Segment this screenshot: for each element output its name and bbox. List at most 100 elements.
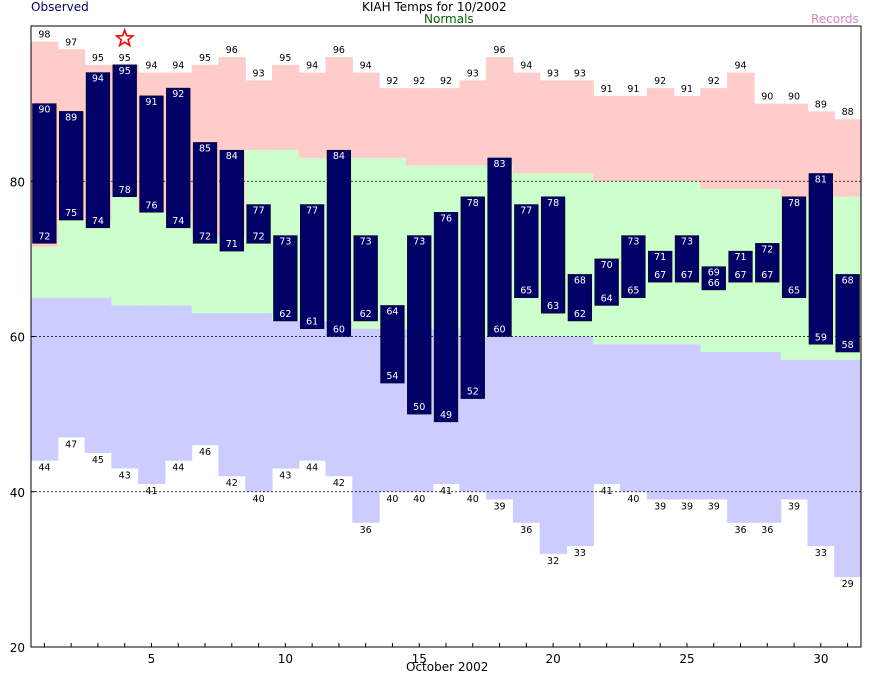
legend-observed: Observed	[31, 0, 89, 14]
record-high-label: 89	[815, 99, 827, 110]
record-high-band	[245, 80, 273, 151]
observed-high-label: 72	[761, 244, 773, 255]
record-high-band	[512, 72, 541, 174]
normal-band	[379, 157, 407, 329]
observed-bar	[299, 204, 325, 329]
observed-bar	[460, 196, 485, 399]
y-tick-label: 80	[10, 175, 25, 189]
observed-bar	[674, 235, 700, 283]
observed-high-label: 81	[815, 174, 827, 185]
record-low-band	[727, 352, 755, 523]
record-low-band	[31, 297, 59, 461]
record-low-label: 44	[172, 463, 184, 474]
record-low-label: 39	[788, 502, 800, 513]
record-low-label: 36	[520, 525, 532, 536]
observed-bar	[621, 235, 646, 298]
record-high-label: 94	[145, 61, 157, 72]
record-high-label: 93	[253, 68, 265, 79]
y-tick-label: 40	[10, 486, 25, 500]
record-low-label: 40	[627, 494, 639, 505]
observed-bar	[648, 250, 673, 283]
chart-title: KIAH Temps for 10/2002	[362, 0, 507, 14]
record-low-band	[807, 359, 835, 547]
observed-high-label: 73	[360, 237, 372, 248]
observed-low-label: 67	[681, 270, 693, 281]
record-low-label: 39	[681, 502, 693, 513]
observed-bar	[273, 235, 298, 322]
record-low-label: 40	[413, 494, 425, 505]
observed-high-label: 85	[199, 143, 211, 154]
observed-low-label: 63	[547, 301, 559, 312]
record-high-label: 94	[734, 61, 746, 72]
observed-low-label: 71	[226, 239, 238, 250]
record-high-label: 94	[306, 61, 318, 72]
record-low-band	[512, 336, 541, 523]
observed-bar	[808, 173, 833, 345]
observed-low-label: 61	[306, 317, 318, 328]
observed-high-label: 70	[601, 260, 613, 271]
record-low-band	[325, 320, 353, 477]
normal-band	[57, 220, 86, 298]
record-low-label: 41	[145, 486, 157, 497]
observed-high-label: 84	[333, 151, 345, 162]
observed-low-label: 76	[145, 200, 157, 211]
record-high-label: 94	[520, 61, 532, 72]
record-low-band	[191, 313, 220, 446]
observed-high-label: 69	[708, 268, 720, 279]
x-tick-label: 10	[278, 652, 293, 666]
observed-bar	[166, 87, 191, 229]
record-high-label: 88	[842, 107, 854, 118]
observed-high-label: 77	[520, 206, 532, 217]
observed-bar	[246, 204, 271, 244]
observed-bar	[380, 305, 405, 384]
observed-high-label: 90	[38, 105, 50, 116]
record-high-band	[271, 64, 300, 151]
record-low-band	[834, 359, 862, 578]
record-low-band	[780, 359, 809, 500]
observed-low-label: 65	[520, 286, 532, 297]
observed-low-label: 60	[494, 325, 506, 336]
record-high-label: 92	[654, 76, 666, 87]
observed-low-label: 66	[708, 278, 720, 289]
record-high-band	[780, 103, 809, 197]
y-tick-label: 60	[10, 331, 25, 345]
record-high-band	[325, 57, 353, 158]
observed-high-label: 83	[494, 159, 506, 170]
legend-normals: Normals	[424, 12, 474, 26]
record-high-band	[646, 88, 675, 182]
record-low-label: 39	[708, 502, 720, 513]
observed-low-label: 59	[815, 332, 827, 343]
observed-high-label: 92	[172, 89, 184, 100]
record-low-label: 42	[333, 478, 345, 489]
observed-high-label: 76	[440, 213, 452, 224]
observed-bar	[701, 266, 726, 291]
legend-records: Records	[811, 12, 859, 26]
record-high-label: 98	[38, 30, 50, 41]
observed-low-label: 54	[386, 371, 398, 382]
x-tick-label: 30	[813, 652, 828, 666]
x-tick-label: 5	[148, 652, 156, 666]
record-high-label: 95	[279, 53, 291, 64]
record-high-band	[379, 88, 407, 158]
record-high-band	[298, 72, 327, 158]
record-low-label: 42	[226, 478, 238, 489]
observed-high-label: 94	[92, 74, 104, 85]
record-high-label: 91	[681, 84, 693, 95]
observed-bar	[32, 103, 57, 244]
record-high-band	[486, 57, 514, 166]
observed-low-label: 67	[734, 270, 746, 281]
observed-high-label: 78	[467, 198, 479, 209]
observed-bar	[835, 274, 860, 353]
observed-low-label: 64	[601, 293, 613, 304]
observed-low-label: 75	[65, 208, 77, 219]
record-high-label: 96	[333, 45, 345, 56]
record-low-label: 43	[119, 470, 131, 481]
record-high-label: 95	[119, 53, 131, 64]
normal-band	[111, 196, 139, 306]
observed-bar	[112, 64, 137, 198]
observed-high-label: 89	[65, 112, 77, 123]
observed-bar	[540, 196, 566, 314]
record-high-band	[727, 72, 755, 190]
record-low-band	[218, 313, 246, 477]
record-high-band	[459, 80, 487, 166]
